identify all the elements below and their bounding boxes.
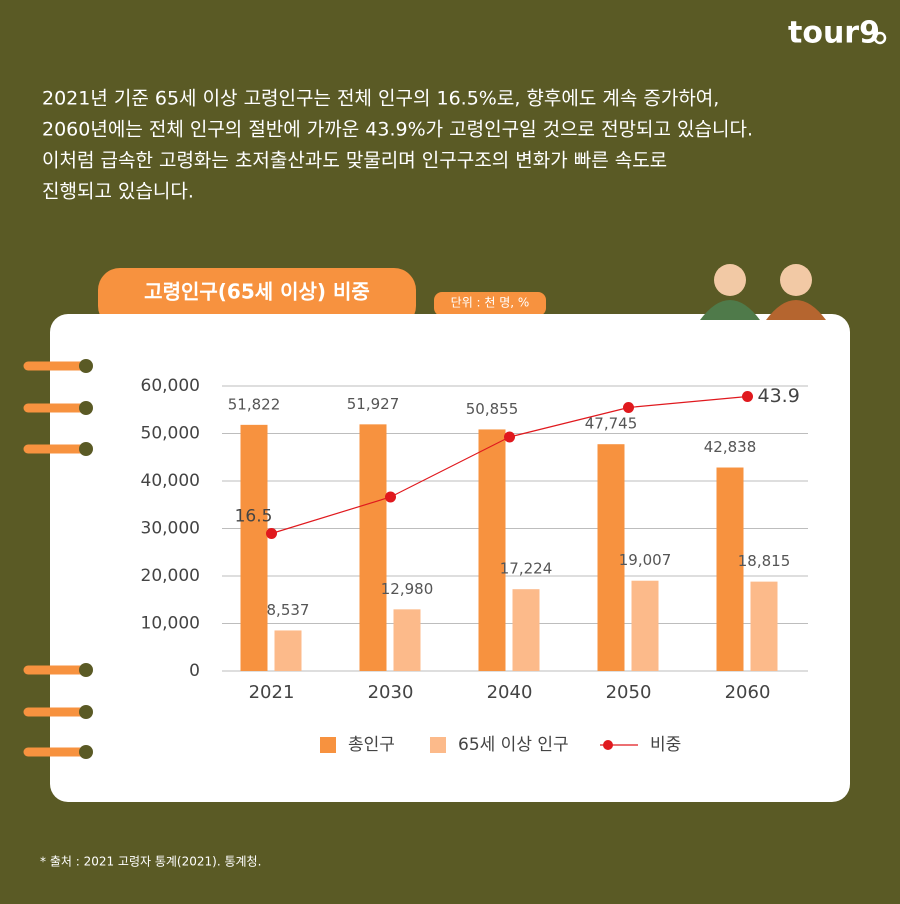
ring-hole: [79, 442, 93, 456]
logo-pin: [873, 31, 887, 45]
y-tick-label: 60,000: [141, 376, 200, 396]
line-point: [266, 528, 277, 539]
x-tick-label: 2021: [249, 682, 295, 703]
plot: 0 10,000 20,000 30,000 40,000 50,000 60,000 202…: [141, 376, 808, 755]
x-tick-label: 2040: [487, 682, 533, 703]
elderly-icons: [700, 264, 826, 320]
bar: [750, 581, 778, 671]
y-tick-label: 30,000: [141, 519, 200, 539]
ring-hole: [79, 705, 93, 719]
value-label: 18,815: [738, 552, 791, 570]
bar: [716, 467, 744, 671]
legend-swatch: [320, 737, 336, 753]
description-line: 2060년에는 전체 인구의 절반에 가까운 43.9%가 고령인구일 것으로 …: [42, 119, 753, 141]
x-tick-label: 2050: [606, 682, 652, 703]
description: 2021년 기준 65세 이상 고령인구는 전체 인구의 16.5%로, 향후에…: [42, 88, 753, 203]
description-line: 진행되고 있습니다.: [42, 181, 194, 203]
line-point: [385, 491, 396, 503]
unit-label: 단위 : 천 명, %: [451, 295, 530, 310]
bar: [597, 444, 625, 671]
bar: [359, 424, 387, 671]
bar: [631, 580, 659, 671]
ring-hole: [79, 663, 93, 677]
binder-rings: [23, 359, 93, 759]
value-label: 50,855: [466, 400, 519, 418]
value-label: 43.9: [758, 385, 800, 407]
source: * 출처 : 2021 고령자 통계(2021). 통계청.: [40, 855, 261, 869]
x-tick-label: 2060: [725, 682, 771, 703]
bar: [240, 424, 268, 671]
ring-hole: [79, 745, 93, 759]
y-tick-label: 50,000: [141, 424, 200, 444]
bar: [478, 429, 506, 671]
ring-hole: [79, 359, 93, 373]
line-point: [623, 402, 634, 413]
value-label: 47,745: [585, 415, 638, 433]
line-point: [742, 391, 753, 402]
y-tick-label: 20,000: [141, 566, 200, 586]
logo: tour9: [788, 16, 880, 51]
x-tick-label: 2030: [368, 682, 414, 703]
y-tick-label: 10,000: [141, 614, 200, 634]
legend-swatch: [430, 737, 446, 753]
line-point: [504, 431, 515, 443]
legend-label: 65세 이상 인구: [458, 735, 569, 755]
value-label: 17,224: [500, 560, 553, 578]
value-label: 19,007: [619, 551, 672, 569]
bar: [274, 630, 302, 671]
y-tick-label: 40,000: [141, 471, 200, 491]
chart-title: 고령인구(65세 이상) 비중: [144, 280, 370, 304]
legend-swatch: [603, 740, 613, 750]
value-label: 16.5: [235, 507, 273, 527]
value-label: 42,838: [704, 438, 757, 456]
legend-label: 비중: [650, 735, 681, 755]
title-tab: [98, 268, 416, 328]
y-tick-label: 0: [189, 661, 200, 681]
legend-label: 총인구: [348, 735, 395, 755]
description-line: 2021년 기준 65세 이상 고령인구는 전체 인구의 16.5%로, 향후에…: [42, 88, 719, 110]
unit-tab: [434, 292, 546, 316]
value-label: 51,927: [347, 395, 400, 413]
value-label: 12,980: [381, 580, 434, 598]
ring-hole: [79, 401, 93, 415]
value-label: 8,537: [267, 601, 310, 619]
description-line: 이처럼 급속한 고령화는 초저출산과도 맞물리며 인구구조의 변화가 빠른 속도…: [42, 150, 667, 172]
value-label: 51,822: [228, 395, 281, 413]
bar: [393, 609, 421, 671]
bar: [512, 589, 540, 671]
